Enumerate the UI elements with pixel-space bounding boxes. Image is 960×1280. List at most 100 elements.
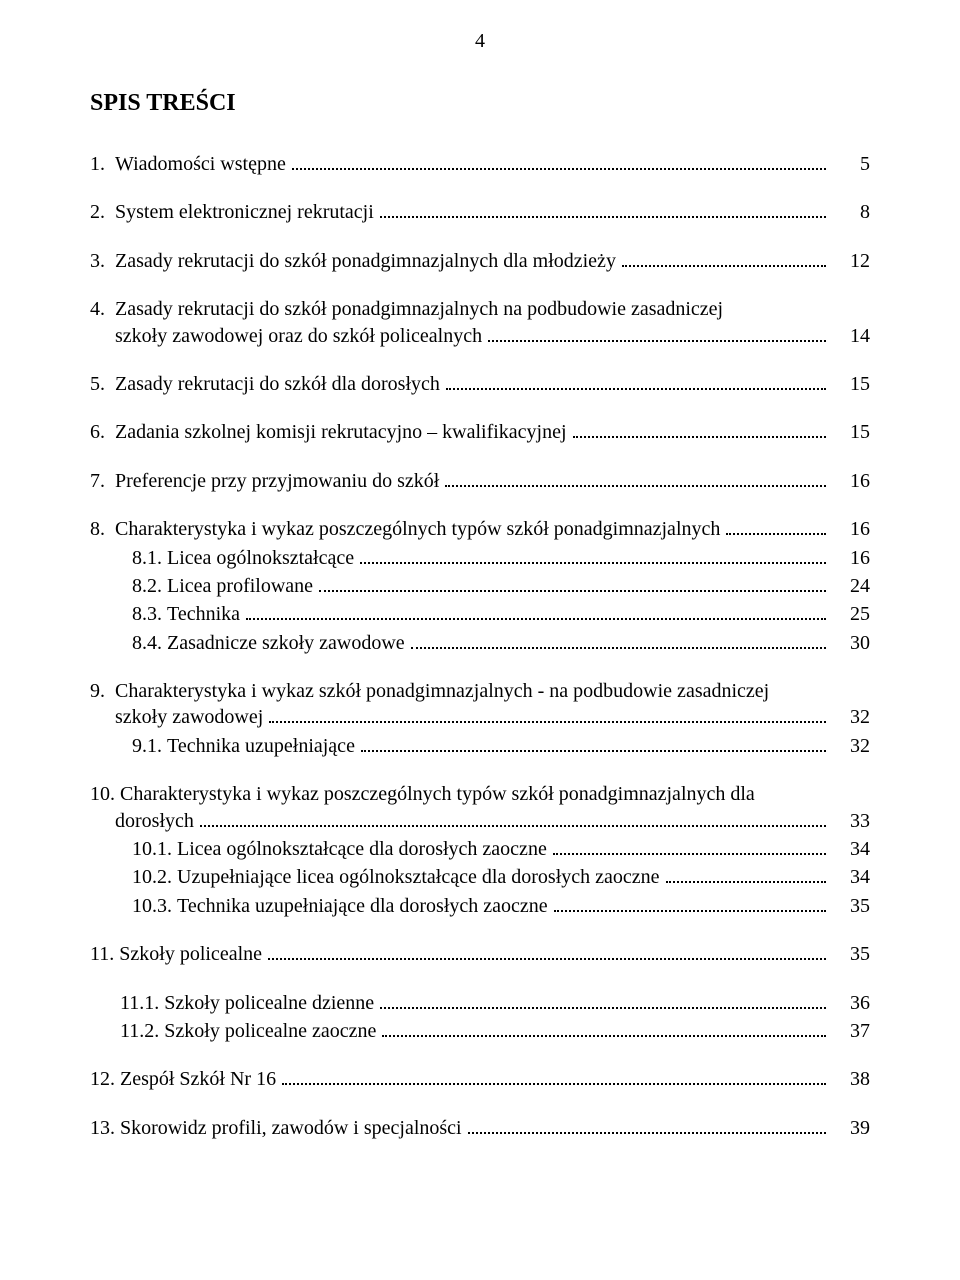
toc-label: Zespół Szkół Nr 16 [120,1066,276,1092]
toc-entry: 2. System elektronicznej rekrutacji 8 [90,199,870,225]
toc-subentry: 8.4. Zasadnicze szkoły zawodowe 30 [90,630,870,656]
toc-label: Wiadomości wstępne [115,151,286,177]
toc-label: Zasady rekrutacji do szkół ponadgimnazja… [115,248,616,274]
toc-entry: 5. Zasady rekrutacji do szkół dla dorosł… [90,371,870,397]
toc-label: Uzupełniające licea ogólnokształcące dla… [177,864,660,890]
toc-leader [380,216,826,218]
toc-number: 13. [90,1115,120,1141]
toc-number: 4. [90,296,115,322]
toc-leader [269,721,826,723]
toc-number: 8.2. [90,573,167,599]
toc-label: Licea ogólnokształcące [167,545,354,571]
toc-page: 30 [832,630,870,656]
toc-number: 10. [90,781,120,807]
toc-number: 6. [90,419,115,445]
toc-leader [445,485,826,487]
toc-number: 3. [90,248,115,274]
toc-leader [246,618,826,620]
toc-number: 10.3. [90,893,177,919]
toc-label: Zasady rekrutacji do szkół ponadgimnazja… [115,296,723,322]
toc-entry: 3. Zasady rekrutacji do szkół ponadgimna… [90,248,870,274]
toc-leader [382,1035,826,1037]
toc-entry: 4. Zasady rekrutacji do szkół ponadgimna… [90,296,870,322]
toc-label: Zadania szkolnej komisji rekrutacyjno – … [115,419,567,445]
toc-leader [468,1132,826,1134]
toc-label: Technika [167,601,240,627]
toc-leader [488,340,826,342]
toc-entry: 7. Preferencje przy przyjmowaniu do szkó… [90,468,870,494]
toc-label: Charakterystyka i wykaz poszczególnych t… [120,781,755,807]
toc-page: 38 [832,1066,870,1092]
toc-page: 15 [832,419,870,445]
toc-entry-continued: szkoły zawodowej oraz do szkół policealn… [90,323,870,349]
toc-subentry: 8.1. Licea ogólnokształcące 16 [90,545,870,571]
toc-number: 2. [90,199,115,225]
toc-label: szkoły zawodowej [115,704,263,730]
toc-leader [622,265,826,267]
toc-number: 1. [90,151,115,177]
toc-page: 16 [832,545,870,571]
toc-page: 37 [832,1018,870,1044]
toc-subentry: 9.1. Technika uzupełniające 32 [90,733,870,759]
toc-number: 12. [90,1066,120,1092]
toc-label: Szkoły policealne zaoczne [164,1018,376,1044]
toc-number: 8.3. [90,601,167,627]
toc-label: System elektronicznej rekrutacji [115,199,374,225]
toc-leader [292,168,826,170]
toc-number: 11.1. [90,990,164,1016]
toc-heading: SPIS TREŚCI [90,90,870,117]
toc-page: 25 [832,601,870,627]
toc-page: 33 [832,808,870,834]
toc-label: Preferencje przy przyjmowaniu do szkół [115,468,439,494]
toc-subentry: 8.3. Technika 25 [90,601,870,627]
toc-leader [319,590,826,592]
toc-number: 8.1. [90,545,167,571]
toc-label: Skorowidz profili, zawodów i specjalnośc… [120,1115,462,1141]
toc-number: 7. [90,468,115,494]
toc-leader [380,1007,826,1009]
toc-entry: 12. Zespół Szkół Nr 16 38 [90,1066,870,1092]
document-page: 4 SPIS TREŚCI 1. Wiadomości wstępne 5 2.… [0,0,960,1280]
toc-number [90,808,115,834]
toc-entry: 10. Charakterystyka i wykaz poszczególny… [90,781,870,807]
toc-label: szkoły zawodowej oraz do szkół policealn… [115,323,482,349]
toc-leader [200,825,826,827]
toc-page: 35 [832,941,870,967]
toc-page: 32 [832,733,870,759]
toc-leader [554,910,826,912]
toc-page: 36 [832,990,870,1016]
toc-number: 11.2. [90,1018,164,1044]
toc-number: 11. [90,941,119,967]
toc-page: 14 [832,323,870,349]
toc-number: 10.2. [90,864,177,890]
toc-page: 39 [832,1115,870,1141]
toc-label: Zasady rekrutacji do szkół dla dorosłych [115,371,440,397]
toc-entry: 13. Skorowidz profili, zawodów i specjal… [90,1115,870,1141]
toc-label: Charakterystyka i wykaz poszczególnych t… [115,516,720,542]
toc-entry: 8. Charakterystyka i wykaz poszczególnyc… [90,516,870,542]
toc-page: 8 [832,199,870,225]
toc-page: 24 [832,573,870,599]
toc-number: 5. [90,371,115,397]
toc-leader [666,881,826,883]
toc-page: 12 [832,248,870,274]
toc-label: dorosłych [115,808,194,834]
toc-leader [268,958,826,960]
toc-page: 5 [832,151,870,177]
toc-page: 34 [832,836,870,862]
toc-number: 8.4. [90,630,167,656]
toc-subentry: 10.2. Uzupełniające licea ogólnokształcą… [90,864,870,890]
toc-number: 10.1. [90,836,177,862]
toc-leader [573,436,826,438]
toc-entry: 6. Zadania szkolnej komisji rekrutacyjno… [90,419,870,445]
toc-leader [361,750,826,752]
toc-page: 32 [832,704,870,730]
toc-number: 9.1. [90,733,167,759]
toc-leader [282,1083,826,1085]
toc-label: Licea ogólnokształcące dla dorosłych zao… [177,836,547,862]
toc-label: Technika uzupełniające [167,733,355,759]
toc-subentry: 8.2. Licea profilowane 24 [90,573,870,599]
toc-entry-continued: szkoły zawodowej 32 [90,704,870,730]
toc-label: Charakterystyka i wykaz szkół ponadgimna… [115,678,769,704]
toc-subentry: 10.3. Technika uzupełniające dla dorosły… [90,893,870,919]
